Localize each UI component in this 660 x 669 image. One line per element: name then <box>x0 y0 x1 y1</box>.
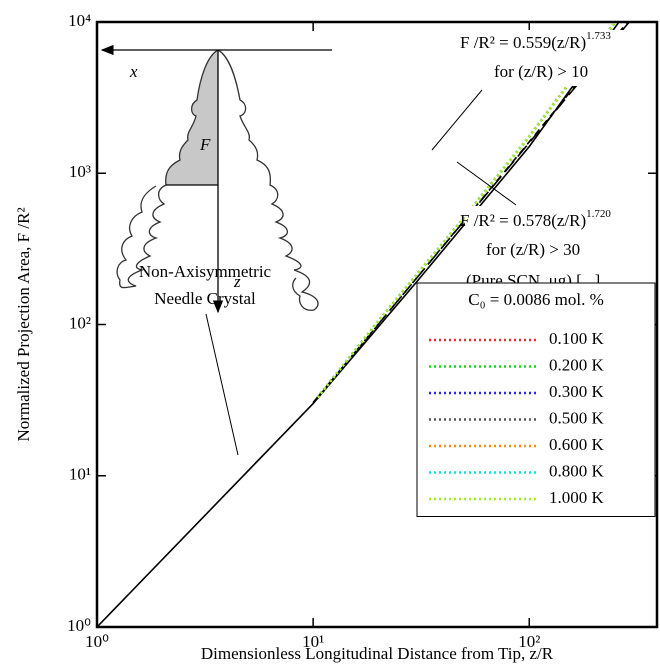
x-tick-label: 10² <box>518 632 540 651</box>
legend-label: 0.500 K <box>549 408 605 427</box>
annotation-text: F /R² = 0.559(z/R) <box>460 33 586 52</box>
legend-label: 0.300 K <box>549 382 605 401</box>
annotation-text: Needle Crystal <box>154 289 256 308</box>
annotation-text: for (z/R) > 30 <box>486 240 580 259</box>
inset-right-profile <box>217 49 319 311</box>
inset-x-label: x <box>129 62 138 81</box>
y-tick-label: 10⁰ <box>67 616 91 635</box>
inset-diagram: x F z <box>100 44 332 314</box>
annotation-exponent: 1.720 <box>586 208 611 220</box>
x-tick-label: 10⁰ <box>85 632 109 651</box>
legend-label: 0.800 K <box>549 461 605 480</box>
inset-shaded-area <box>165 50 218 185</box>
annotation-exponent: 1.733 <box>586 30 611 42</box>
inset-left-profile <box>116 49 219 289</box>
inset-f-label: F <box>199 135 211 154</box>
annotation-text: for (z/R) > 10 <box>494 62 588 81</box>
legend-title: C₀ = 0.0086 mol. % <box>468 290 603 309</box>
annotation: F /R² = 0.578(z/R)1.720 <box>460 208 611 230</box>
annotation-text: Non-Axisymmetric <box>139 262 272 281</box>
annotation-text: F /R² = 0.578(z/R) <box>460 211 586 230</box>
annotation: Non-Axisymmetric <box>139 262 272 281</box>
legend-label: 1.000 K <box>549 488 605 507</box>
annotation: for (z/R) > 10 <box>494 62 588 81</box>
y-tick-label: 10⁴ <box>68 11 91 30</box>
legend-label: 0.600 K <box>549 435 605 454</box>
annotation: F /R² = 0.559(z/R)1.733 <box>460 30 611 52</box>
legend-label: 0.100 K <box>549 329 605 348</box>
y-tick-label: 10³ <box>69 162 91 181</box>
y-tick-label: 10¹ <box>69 465 91 484</box>
legend-label: 0.200 K <box>549 355 605 374</box>
annotation-bg <box>465 30 650 86</box>
y-axis-title: Normalized Projection Area, F /R² <box>14 207 33 441</box>
x-tick-label: 10¹ <box>302 632 324 651</box>
annotation: for (z/R) > 30 <box>486 240 580 259</box>
y-tick-label: 10² <box>69 313 91 332</box>
inset-z-label: z <box>233 272 241 291</box>
data-line <box>316 22 617 399</box>
leader-line <box>431 89 483 151</box>
leader-line <box>456 161 517 206</box>
x-axis-title: Dimensionless Longitudinal Distance from… <box>201 644 554 663</box>
legend-box <box>416 282 656 517</box>
fit-line <box>312 22 629 404</box>
annotation: Needle Crystal <box>154 289 256 308</box>
leader-line <box>205 313 239 456</box>
